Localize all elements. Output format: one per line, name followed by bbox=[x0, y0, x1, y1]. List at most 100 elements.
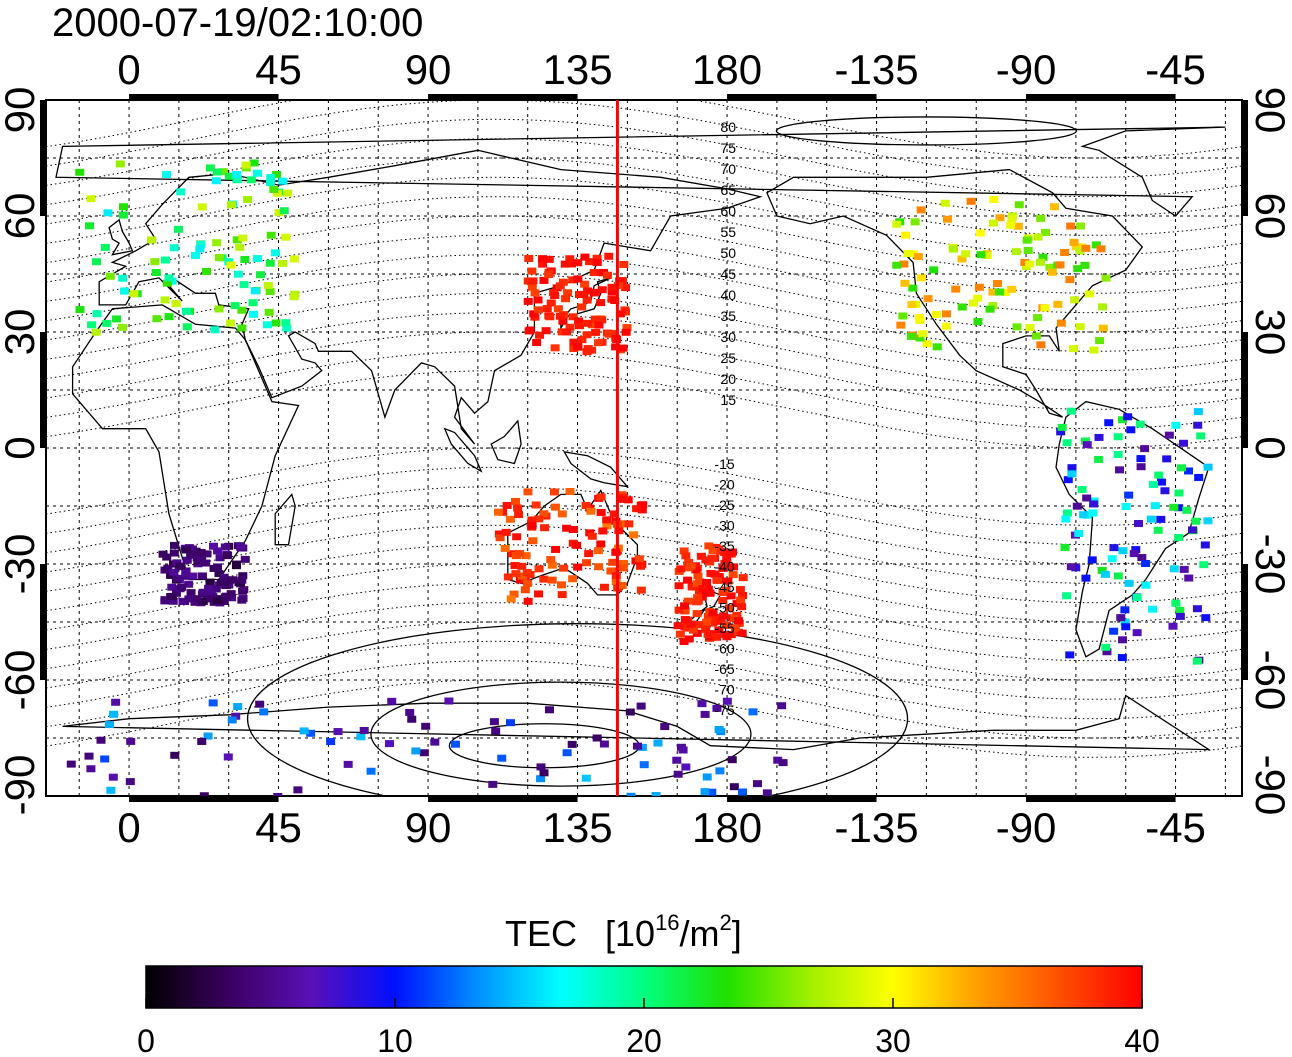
tec-point bbox=[908, 284, 918, 292]
tec-point bbox=[278, 177, 288, 185]
tec-point bbox=[629, 531, 639, 539]
tec-point bbox=[232, 171, 242, 179]
mag-contour bbox=[46, 331, 1242, 410]
lon-tick-top: -135 bbox=[835, 46, 919, 93]
tec-point bbox=[270, 249, 280, 257]
tec-point bbox=[704, 542, 714, 550]
tec-point bbox=[1098, 303, 1108, 311]
tec-point bbox=[523, 597, 533, 605]
tec-point bbox=[737, 629, 747, 637]
tec-point bbox=[632, 742, 642, 750]
tec-point bbox=[681, 763, 691, 771]
tec-point bbox=[589, 269, 599, 277]
tec-point bbox=[1148, 605, 1158, 613]
tec-point bbox=[596, 508, 606, 516]
tec-point bbox=[569, 338, 579, 346]
tec-point bbox=[188, 572, 198, 580]
tec-point bbox=[587, 321, 597, 329]
tec-point bbox=[150, 258, 160, 266]
tec-point bbox=[692, 580, 702, 588]
tec-point bbox=[976, 251, 986, 259]
tec-point bbox=[176, 562, 186, 570]
tec-point bbox=[540, 524, 550, 532]
tec-point bbox=[1200, 541, 1210, 549]
tec-point bbox=[1069, 345, 1079, 353]
tec-point bbox=[565, 323, 575, 331]
tec-point bbox=[1193, 408, 1203, 416]
tec-point bbox=[720, 549, 730, 557]
tec-point bbox=[225, 319, 235, 327]
tec-point bbox=[197, 737, 207, 745]
lat-tick-right: -90 bbox=[1247, 755, 1292, 816]
tec-point bbox=[567, 260, 577, 268]
tec-point bbox=[430, 738, 440, 746]
tec-point bbox=[562, 328, 572, 336]
colorbar-unit-prefix: [10 bbox=[605, 913, 655, 954]
tec-point bbox=[968, 299, 978, 307]
tec-point bbox=[240, 555, 250, 563]
tec-point bbox=[607, 283, 617, 291]
tec-point bbox=[738, 591, 748, 599]
tec-point bbox=[1087, 556, 1097, 564]
tec-point bbox=[515, 576, 525, 584]
tec-point bbox=[546, 556, 556, 564]
tec-point bbox=[565, 488, 575, 496]
tec-point bbox=[162, 279, 172, 287]
mag-contour bbox=[46, 100, 1242, 178]
tec-point bbox=[523, 277, 533, 285]
tec-point bbox=[724, 604, 734, 612]
magnetic-latitude-contours bbox=[46, 100, 1242, 796]
tec-point bbox=[931, 310, 941, 318]
tec-point bbox=[497, 754, 507, 762]
lon-tick-top: -90 bbox=[996, 46, 1057, 93]
tec-point bbox=[698, 584, 708, 592]
tec-point bbox=[248, 299, 258, 307]
tec-point bbox=[607, 288, 617, 296]
tec-point bbox=[565, 255, 575, 263]
tec-point bbox=[1191, 517, 1201, 525]
tec-point bbox=[205, 164, 215, 172]
tec-point bbox=[204, 584, 214, 592]
tec-point bbox=[581, 501, 591, 509]
tec-point bbox=[1023, 246, 1033, 254]
tec-point bbox=[527, 516, 537, 524]
tec-point bbox=[151, 269, 161, 277]
tec-point bbox=[1066, 563, 1076, 571]
tec-point bbox=[1196, 432, 1206, 440]
tec-point bbox=[683, 576, 693, 584]
tec-point bbox=[226, 590, 236, 598]
tec-point bbox=[538, 260, 548, 268]
tec-point bbox=[916, 274, 926, 282]
tec-point bbox=[534, 515, 544, 523]
tec-point bbox=[679, 547, 689, 555]
tec-point bbox=[923, 295, 933, 303]
contour-label: -35 bbox=[714, 538, 734, 554]
tec-point bbox=[488, 780, 498, 788]
mag-contour bbox=[46, 100, 1242, 159]
tec-point bbox=[517, 562, 527, 570]
tec-point bbox=[914, 314, 924, 322]
tec-point bbox=[220, 543, 230, 551]
coastline-africa bbox=[71, 304, 300, 581]
tec-point bbox=[263, 281, 273, 289]
tec-point bbox=[385, 740, 395, 748]
tec-point bbox=[973, 294, 983, 302]
tec-point bbox=[170, 751, 180, 759]
coastline-madagascar bbox=[274, 493, 296, 546]
tec-point bbox=[989, 219, 999, 227]
colorbar-unit-suffix: ] bbox=[732, 913, 742, 954]
tec-point bbox=[405, 708, 415, 716]
colorbar-tick-label: 30 bbox=[875, 1023, 911, 1057]
tec-point bbox=[572, 541, 582, 549]
tec-point bbox=[621, 328, 631, 336]
tec-point bbox=[167, 583, 177, 591]
tec-point bbox=[235, 243, 245, 251]
lat-tick-right: 60 bbox=[1247, 193, 1292, 240]
mag-contour bbox=[46, 370, 1242, 449]
tec-point bbox=[1012, 323, 1022, 331]
contour-label: -75 bbox=[714, 702, 734, 718]
lon-tick-top: 0 bbox=[117, 46, 140, 93]
tec-point bbox=[542, 304, 552, 312]
tec-point bbox=[326, 738, 336, 746]
tec-point bbox=[1065, 276, 1075, 284]
